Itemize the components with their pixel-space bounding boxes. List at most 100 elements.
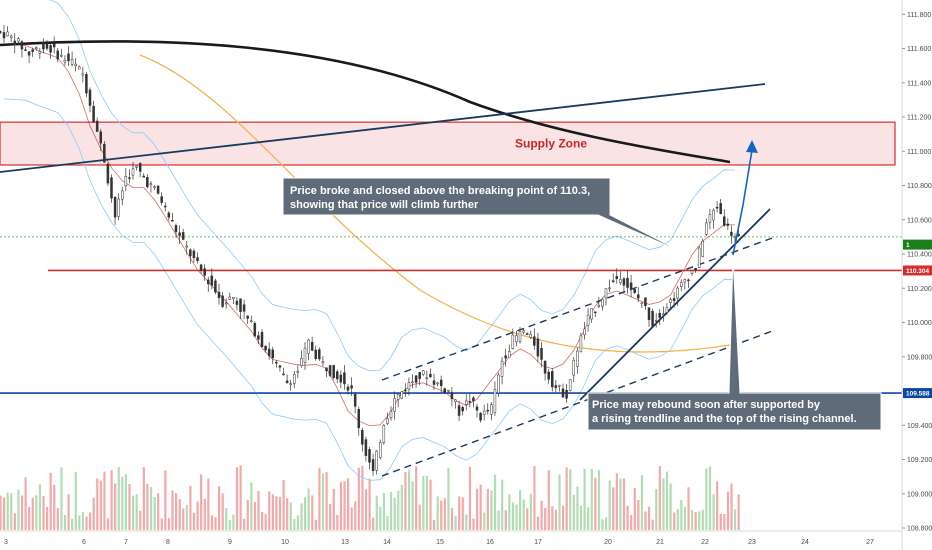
volume-bar <box>354 501 357 530</box>
candle-body <box>196 257 199 261</box>
volume-bar <box>407 470 411 530</box>
volume-bar <box>415 466 418 530</box>
candle-body <box>654 320 658 322</box>
price-tag-label: 110.304 <box>906 268 930 275</box>
volume-bar <box>608 480 611 530</box>
volume-bar <box>447 468 450 530</box>
candle-body <box>386 418 389 424</box>
supply-zone <box>0 121 896 166</box>
price-tag-label: 1 <box>906 242 910 249</box>
candle-body <box>708 214 712 223</box>
candle-body <box>504 355 507 359</box>
candle-body <box>508 351 511 358</box>
volume-bar <box>379 506 382 530</box>
volume-bar <box>218 486 221 530</box>
candle-body <box>260 331 264 347</box>
volume-bar <box>117 466 120 530</box>
volume-bar <box>0 495 2 530</box>
candle-body <box>257 335 260 340</box>
volume-bar <box>124 474 128 530</box>
candle-body <box>171 219 174 222</box>
y-tick-label: 111.600 <box>907 46 931 53</box>
volume-bar <box>522 499 525 530</box>
candle-body <box>99 131 102 144</box>
candle-body <box>78 66 81 70</box>
volume-bar <box>268 491 271 530</box>
candle-body <box>364 439 368 456</box>
volume-bar <box>96 478 99 530</box>
candle-body <box>6 31 9 37</box>
volume-bar <box>28 506 31 530</box>
ma-fast-line <box>3 43 736 427</box>
annotation-breakout: Price broke and closed above the breakin… <box>282 177 689 256</box>
candle-body <box>568 379 572 391</box>
candle-body <box>486 409 489 412</box>
volume-bar <box>497 510 500 530</box>
volume-bar <box>587 507 590 530</box>
candle-body <box>447 389 450 392</box>
candle-body <box>103 143 106 163</box>
y-tick-label: 111.200 <box>907 115 931 122</box>
candle-body <box>719 203 722 214</box>
candle-body <box>626 278 629 288</box>
candle-body <box>135 165 138 168</box>
candle-body <box>400 391 403 399</box>
annotation-breakout-line1: Price broke and closed above the breakin… <box>290 185 590 197</box>
volume-bar <box>680 499 683 530</box>
candle-body <box>726 223 730 226</box>
candle-body <box>174 225 178 232</box>
candle-body <box>282 373 285 376</box>
x-tick-label: 27 <box>866 539 874 546</box>
ma-mid-line <box>139 54 731 353</box>
candle-body <box>275 361 278 364</box>
candle-body <box>106 163 110 184</box>
x-tick-label: 23 <box>748 539 756 546</box>
candle-body <box>500 360 504 377</box>
y-tick-label: 109.000 <box>907 491 932 498</box>
candle-body <box>353 394 357 407</box>
candle-body <box>404 389 407 392</box>
candle-body <box>228 296 231 300</box>
volume-bar <box>519 490 522 530</box>
y-tick-label: 111.400 <box>907 80 931 87</box>
projection-arrows <box>732 140 758 256</box>
volume-bar <box>246 499 249 530</box>
candle-body <box>604 288 608 299</box>
volume-bar <box>665 471 669 530</box>
volume-bar <box>411 481 414 530</box>
volume-bar <box>493 474 497 530</box>
volume-bar <box>712 494 715 530</box>
volume-bar <box>42 495 45 530</box>
y-tick-label: 109.200 <box>907 457 932 464</box>
candle-body <box>457 405 461 416</box>
candle-body <box>153 186 156 188</box>
candle-body <box>239 298 242 312</box>
candle-body <box>554 385 558 389</box>
volume-bar <box>476 488 479 530</box>
candle-body <box>422 370 425 375</box>
candle-body <box>20 41 24 50</box>
volume-bar <box>110 470 113 530</box>
candle-body <box>146 177 149 188</box>
candle-body <box>647 307 651 320</box>
candle-body <box>199 264 203 271</box>
y-tick-label: 110.400 <box>907 252 932 259</box>
candle-body <box>629 282 633 290</box>
volume-bar <box>472 518 475 530</box>
volume-bar <box>189 485 192 530</box>
price-tag <box>903 388 932 399</box>
candle-body <box>267 348 271 357</box>
projection-arrow-path <box>732 149 753 256</box>
volume-bar <box>243 518 246 530</box>
volume-bar <box>590 468 593 530</box>
volume-bar <box>53 484 56 530</box>
x-axis-ticks: 3 6 7 8 9 10 13 14 15 16 17 20 21 22 23 24 27 <box>4 539 874 546</box>
candle-body <box>250 320 253 323</box>
volume-bar <box>99 480 102 530</box>
candle-body <box>619 279 622 284</box>
x-tick-label: 24 <box>801 539 809 546</box>
y-tick-label: 109.400 <box>907 423 932 430</box>
y-tick-label: 108.800 <box>907 526 932 533</box>
volume-bar <box>622 478 626 530</box>
volume-bar <box>461 497 464 530</box>
